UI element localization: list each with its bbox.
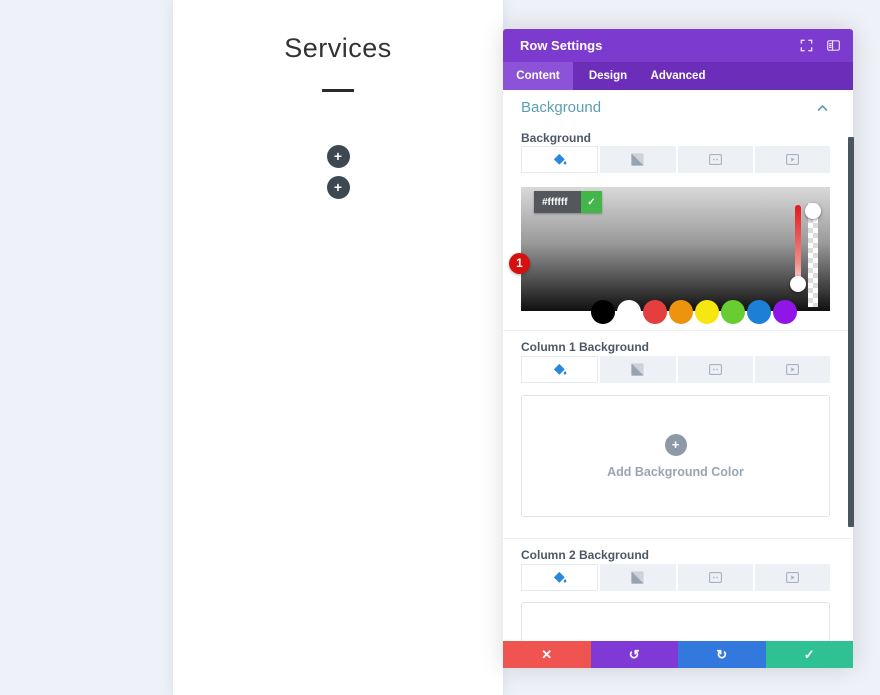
- swatch-red[interactable]: [643, 300, 667, 324]
- column2-background-label: Column 2 Background: [521, 548, 650, 562]
- confirm-color-button[interactable]: ✓: [581, 191, 602, 213]
- col1-bg-color-tab[interactable]: [521, 356, 599, 383]
- paint-bucket-icon: [554, 153, 567, 165]
- col2-bg-gradient-tab[interactable]: [600, 564, 676, 591]
- opacity-slider[interactable]: [805, 203, 821, 307]
- image-icon: [708, 363, 722, 376]
- swatch-blue[interactable]: [747, 300, 771, 324]
- col1-bg-gradient-tab[interactable]: [600, 356, 676, 383]
- add-content-button-1[interactable]: +: [326, 145, 350, 168]
- expand-modal-icon[interactable]: [799, 38, 814, 53]
- row-bg-color-tab[interactable]: [521, 146, 599, 173]
- divider: [503, 538, 853, 539]
- column2-add-background-box[interactable]: [521, 602, 830, 641]
- col1-bg-image-tab[interactable]: [677, 356, 753, 383]
- undo-button[interactable]: ↺: [590, 641, 678, 668]
- col2-bg-video-tab[interactable]: [754, 564, 830, 591]
- page-canvas: Services + +: [173, 0, 503, 695]
- paint-bucket-icon: [554, 571, 567, 583]
- divider: [503, 330, 853, 331]
- swatch-orange[interactable]: [669, 300, 693, 324]
- column1-background-label: Column 1 Background: [521, 340, 650, 354]
- modal-tabbar: Content Design Advanced: [503, 62, 853, 90]
- paint-bucket-icon: [554, 363, 567, 375]
- hue-slider[interactable]: [790, 205, 806, 292]
- swatch-green[interactable]: [721, 300, 745, 324]
- cancel-button[interactable]: ✕: [503, 641, 591, 668]
- modal-title: Row Settings: [520, 38, 603, 53]
- row-bg-gradient-tab[interactable]: [600, 146, 676, 173]
- heading-divider: [322, 89, 354, 92]
- modal-scrollbar[interactable]: [848, 137, 854, 527]
- plus-icon: +: [333, 148, 343, 164]
- row-bg-image-tab[interactable]: [677, 146, 753, 173]
- swatch-purple[interactable]: [773, 300, 797, 324]
- opacity-slider-handle[interactable]: [805, 203, 821, 219]
- row-background-type-tabs: [521, 146, 830, 173]
- col2-bg-color-tab[interactable]: [521, 564, 599, 591]
- col2-bg-image-tab[interactable]: [677, 564, 753, 591]
- check-icon: ✓: [587, 196, 596, 208]
- swatch-yellow[interactable]: [695, 300, 719, 324]
- check-icon: ✓: [803, 647, 815, 662]
- close-icon: ✕: [541, 647, 553, 662]
- section-title: Background: [521, 99, 602, 116]
- swatch-black[interactable]: [591, 300, 615, 324]
- background-section-toggle[interactable]: Background: [521, 99, 830, 121]
- gradient-icon: [631, 363, 644, 376]
- col1-bg-video-tab[interactable]: [754, 356, 830, 383]
- tab-content[interactable]: Content: [503, 62, 573, 90]
- video-play-icon: [785, 153, 799, 166]
- image-icon: [708, 153, 722, 166]
- add-content-button-2[interactable]: +: [326, 176, 350, 199]
- add-background-color-button[interactable]: + Add Background Color: [521, 395, 830, 517]
- plus-circle-icon: +: [664, 433, 687, 456]
- swatch-white[interactable]: [617, 300, 641, 324]
- services-heading: Services: [284, 33, 392, 63]
- gradient-icon: [631, 571, 644, 584]
- row-settings-modal: Row Settings Content Design Advanced: [503, 29, 854, 668]
- dock-modal-icon[interactable]: [826, 38, 841, 53]
- column1-background-type-tabs: [521, 356, 830, 383]
- step-annotation-badge: 1: [509, 253, 530, 274]
- modal-footer: ✕ ↺ ↻ ✓: [503, 641, 853, 668]
- image-icon: [708, 571, 722, 584]
- tab-design[interactable]: Design: [588, 70, 628, 82]
- add-background-color-label: Add Background Color: [607, 464, 744, 479]
- color-swatches: [521, 300, 830, 324]
- save-button[interactable]: ✓: [765, 641, 853, 668]
- plus-icon: +: [333, 179, 343, 195]
- modal-header: Row Settings: [503, 29, 853, 62]
- hue-slider-handle[interactable]: [790, 276, 806, 292]
- row-bg-video-tab[interactable]: [754, 146, 830, 173]
- tab-advanced[interactable]: Advanced: [650, 70, 706, 82]
- video-play-icon: [785, 571, 799, 584]
- redo-icon: ↻: [716, 647, 728, 662]
- video-play-icon: [785, 363, 799, 376]
- redo-button[interactable]: ↻: [678, 641, 766, 668]
- saturation-panel[interactable]: ✓: [521, 187, 830, 311]
- row-background-label: Background: [521, 131, 592, 145]
- hex-color-input[interactable]: [534, 191, 581, 213]
- column2-background-type-tabs: [521, 564, 830, 591]
- chevron-up-icon[interactable]: [817, 104, 828, 112]
- undo-icon: ↺: [628, 647, 640, 662]
- modal-body: Background Background: [503, 90, 853, 641]
- hex-field-group: ✓: [534, 191, 602, 213]
- gradient-icon: [631, 153, 644, 166]
